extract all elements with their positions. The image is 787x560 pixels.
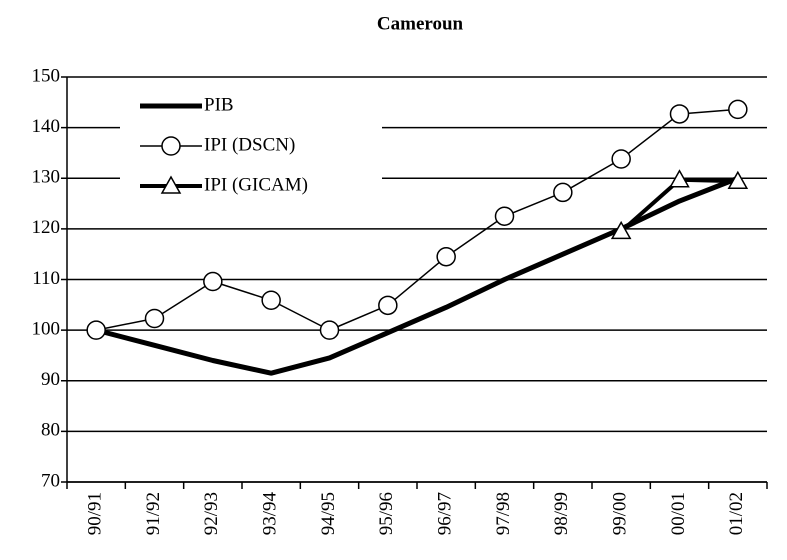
point <box>553 182 573 203</box>
legend-label: PIB <box>204 94 234 115</box>
point <box>160 175 182 194</box>
x-tick-label: 93/94 <box>260 492 281 536</box>
point <box>261 290 281 311</box>
point <box>610 220 632 240</box>
point <box>144 308 165 329</box>
y-tick-label: 130 <box>32 167 61 188</box>
legend-label: IPI (DSCN) <box>204 134 295 155</box>
x-tick-label: 92/93 <box>201 492 222 535</box>
point <box>161 136 181 156</box>
y-tick-label: 100 <box>32 318 61 339</box>
y-tick-label: 120 <box>32 217 61 238</box>
x-tick-label: 98/99 <box>551 492 572 535</box>
x-tick-label: 01/02 <box>726 492 747 535</box>
point <box>727 170 749 190</box>
x-tick-label: 96/97 <box>435 492 456 535</box>
x-tick-label: 90/91 <box>85 492 106 535</box>
legend-label: IPI (GICAM) <box>204 174 308 195</box>
x-tick-label: 97/98 <box>493 492 514 535</box>
point <box>203 271 223 292</box>
x-tick-label: 91/92 <box>143 492 164 535</box>
point <box>436 246 456 267</box>
chart-title: Cameroun <box>377 13 464 34</box>
point <box>728 99 748 120</box>
point <box>669 104 690 124</box>
y-tick-label: 150 <box>32 65 61 86</box>
y-tick-label: 90 <box>41 369 60 390</box>
y-tick-label: 110 <box>32 268 60 289</box>
point <box>86 320 106 340</box>
x-tick-label: 94/95 <box>318 492 339 535</box>
y-tick-label: 80 <box>41 420 60 441</box>
x-tick-label: 95/96 <box>376 492 397 535</box>
y-tick-label: 140 <box>32 116 61 137</box>
series-line <box>96 108 738 331</box>
point <box>611 149 631 169</box>
point <box>378 295 398 316</box>
point <box>669 169 690 188</box>
y-tick-label: 70 <box>41 470 60 491</box>
point <box>494 206 515 226</box>
x-tick-label: 99/00 <box>610 492 631 535</box>
x-tick-label: 00/01 <box>668 492 689 535</box>
point <box>319 320 340 340</box>
